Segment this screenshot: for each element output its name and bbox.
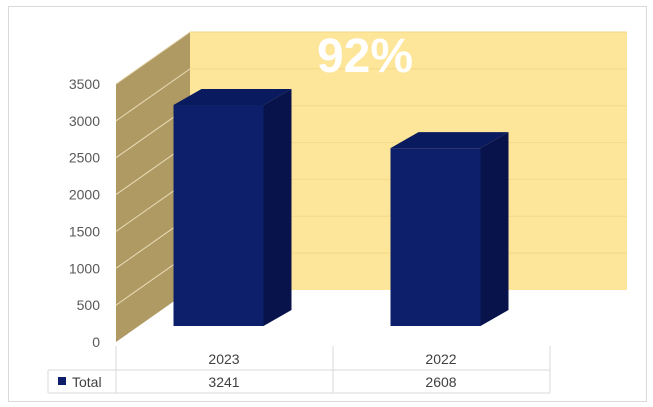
bar-front (173, 105, 264, 326)
data-table: 2023 2022 Total 3241 2608 (47, 346, 551, 394)
y-tick-label: 3500 (69, 76, 100, 92)
y-tick-label: 2500 (69, 150, 100, 166)
y-axis-ticks: 0 500 1000 1500 2000 2500 3000 3500 (69, 76, 100, 350)
bar-2022 (390, 132, 509, 326)
bar-front (390, 148, 481, 326)
gridline-side (115, 68, 191, 122)
y-tick-label: 2000 (69, 187, 100, 203)
table-value: 2608 (425, 374, 456, 390)
chart-side-wall (116, 32, 190, 342)
bar-top (173, 89, 292, 106)
gridline-side (115, 31, 191, 85)
bars (173, 89, 509, 326)
chart-title-percentage: 92% (317, 30, 413, 83)
bar-top (390, 132, 509, 149)
category-label: 2022 (425, 351, 456, 367)
y-tick-label: 1000 (69, 260, 100, 276)
y-tick-label: 500 (77, 297, 101, 313)
y-tick-label: 0 (92, 334, 100, 350)
y-tick-label: 3000 (69, 113, 100, 129)
y-tick-label: 1500 (69, 223, 100, 239)
bar-2023 (173, 89, 292, 326)
bar-side (480, 132, 509, 326)
legend-key-total (58, 377, 66, 385)
table-value: 3241 (208, 374, 239, 390)
table-row-label: Total (72, 374, 102, 390)
category-label: 2023 (208, 351, 239, 367)
bar-side (263, 89, 292, 326)
